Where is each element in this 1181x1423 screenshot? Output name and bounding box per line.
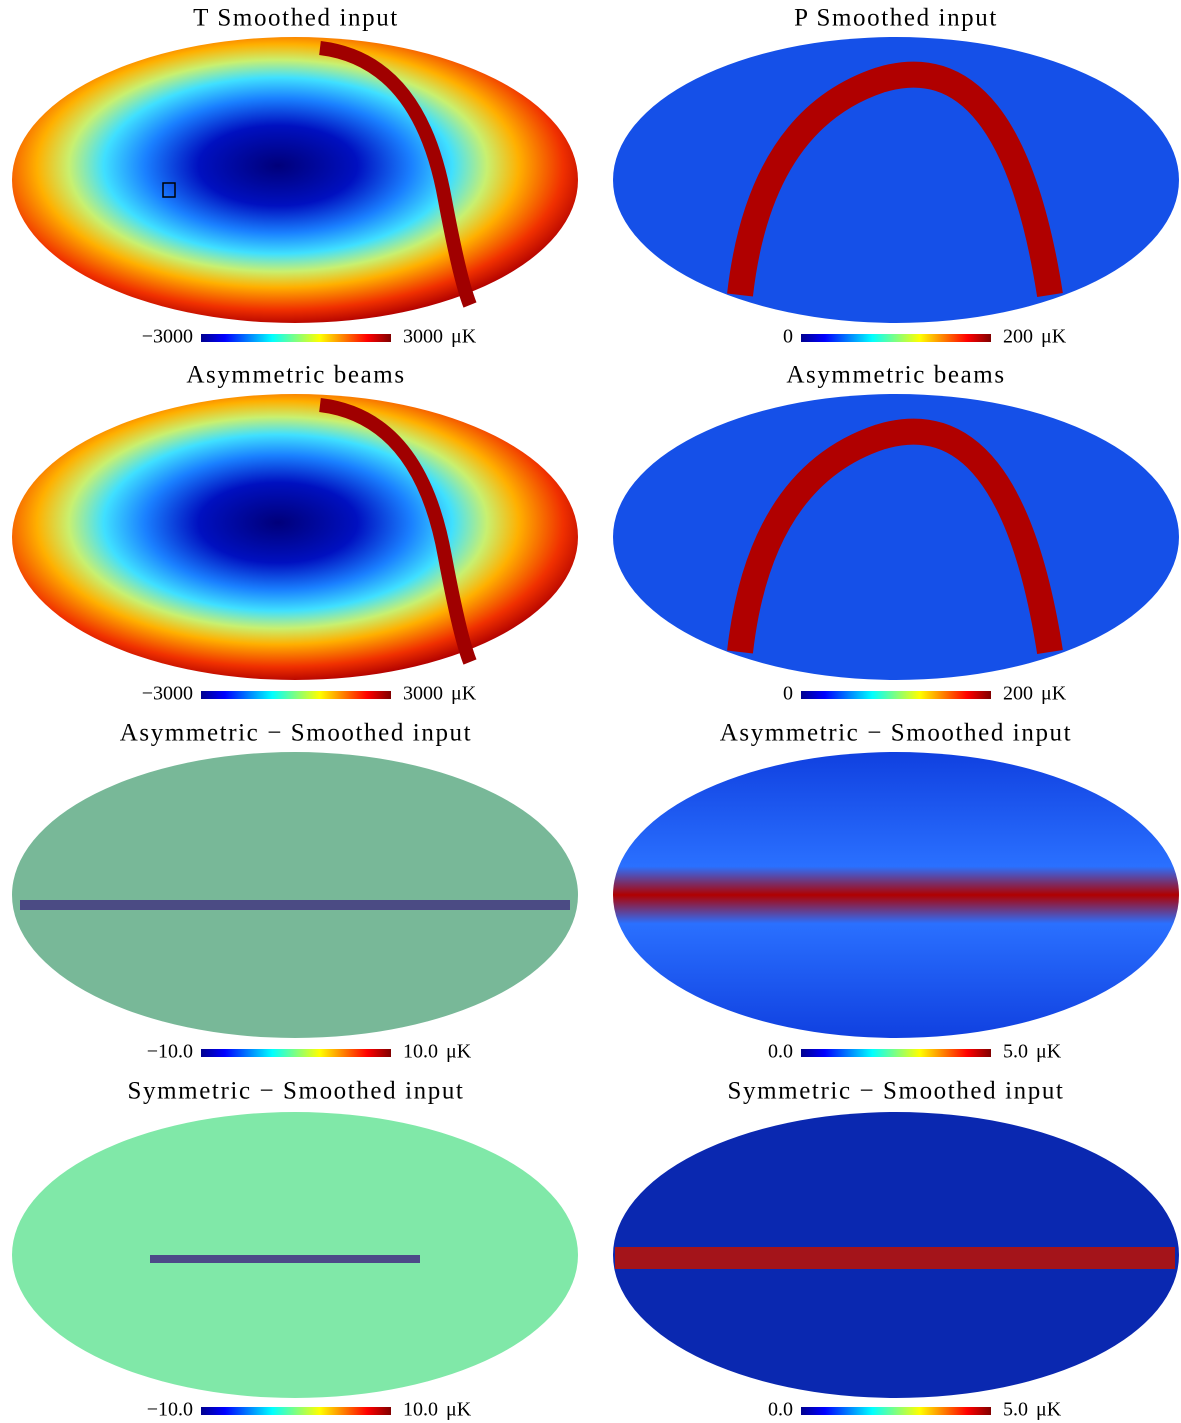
colorbar-tick-label: 3000 (403, 683, 443, 705)
sky-map (12, 37, 578, 323)
colorbar-tick-label: 10.0 (403, 1399, 438, 1421)
sky-map (613, 752, 1179, 1038)
panel-title: T Smoothed input (193, 5, 399, 32)
panel-title: Asymmetric − Smoothed input (720, 720, 1072, 747)
colorbar-tick-label: −10.0 (147, 1399, 193, 1421)
sky-map (12, 752, 578, 1038)
colorbar-unit: μK (451, 326, 477, 348)
sky-map (12, 394, 578, 680)
panel-title: P Smoothed input (794, 5, 998, 32)
colorbar (201, 1049, 391, 1057)
map-feature (20, 900, 570, 910)
map-feature (150, 1255, 420, 1263)
panel-title: Asymmetric beams (786, 362, 1005, 389)
colorbar-unit: μK (446, 1399, 472, 1421)
panel-title: Asymmetric beams (186, 362, 405, 389)
colorbar (801, 1049, 991, 1057)
colorbar-tick-label: 0 (783, 326, 793, 348)
colorbar-tick-label: −10.0 (147, 1041, 193, 1063)
colorbar-unit: μK (1041, 326, 1067, 348)
colorbar-unit: μK (1041, 683, 1067, 705)
colorbar-unit: μK (1036, 1041, 1062, 1063)
panel-title: Symmetric − Smoothed input (128, 1078, 465, 1105)
colorbar-unit: μK (1036, 1399, 1062, 1421)
map-feature (319, 398, 477, 665)
colorbar-tick-label: 0.0 (768, 1399, 793, 1421)
map-feature (727, 418, 1063, 655)
colorbar (201, 1407, 391, 1415)
colorbar-tick-label: 5.0 (1003, 1041, 1028, 1063)
colorbar (201, 334, 391, 342)
colorbar-tick-label: 5.0 (1003, 1399, 1028, 1421)
colorbar-tick-label: 0 (783, 683, 793, 705)
map-box (162, 182, 176, 198)
map-images (12, 37, 1179, 1398)
colorbar-tick-label: 200 (1003, 326, 1033, 348)
panel-title: Symmetric − Smoothed input (728, 1078, 1065, 1105)
map-feature (319, 41, 477, 308)
map-feature (727, 61, 1063, 298)
colorbar (201, 691, 391, 699)
colorbar-tick-label: 200 (1003, 683, 1033, 705)
colorbar-tick-label: −3000 (142, 683, 193, 705)
colorbar (801, 1407, 991, 1415)
colorbar-tick-label: −3000 (142, 326, 193, 348)
colorbar-tick-label: 0.0 (768, 1041, 793, 1063)
colorbar-unit: μK (451, 683, 477, 705)
colorbar (801, 334, 991, 342)
map-feature (615, 1247, 1175, 1269)
colorbar-tick-label: 3000 (403, 326, 443, 348)
colorbar-unit: μK (446, 1041, 472, 1063)
panel-title: Asymmetric − Smoothed input (120, 720, 472, 747)
colorbar (801, 691, 991, 699)
colorbar-tick-label: 10.0 (403, 1041, 438, 1063)
